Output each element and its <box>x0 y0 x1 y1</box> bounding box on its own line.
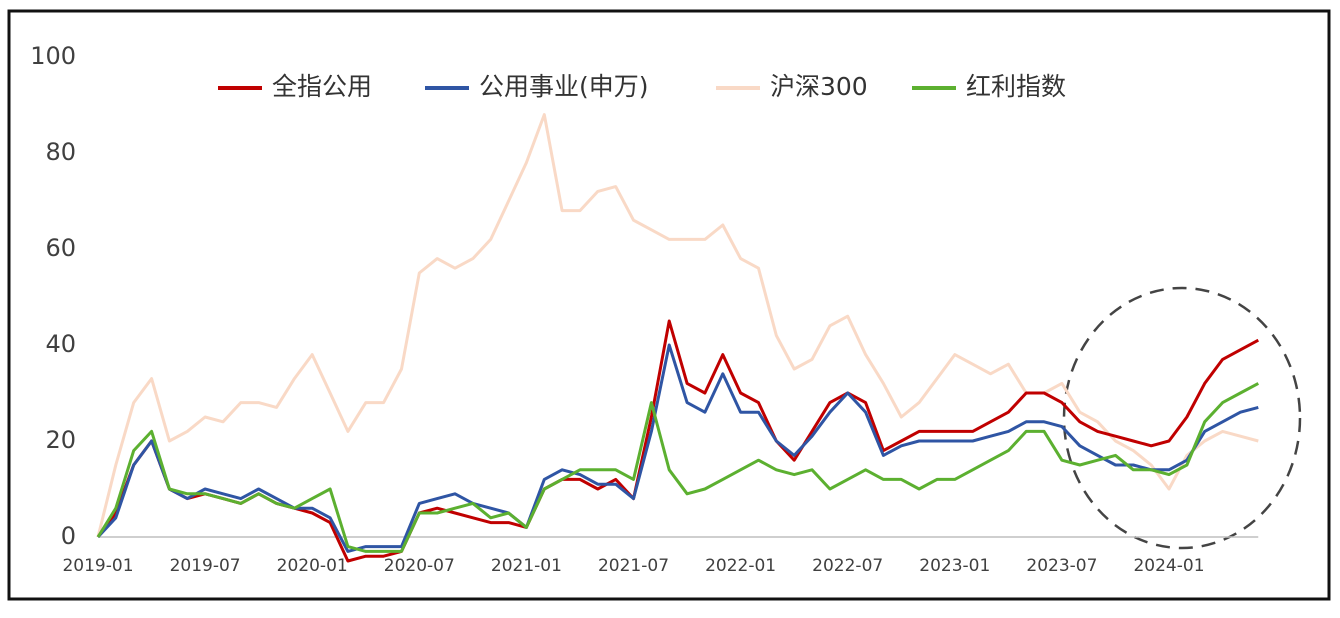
x-tick-label: 2023-01 <box>919 556 990 576</box>
series-line <box>96 319 1260 563</box>
x-tick-label: 2022-01 <box>705 556 776 576</box>
x-tick-label: 2023-07 <box>1026 556 1097 576</box>
highlight-ellipse <box>1062 286 1302 550</box>
series-line <box>96 343 1259 553</box>
x-tick-label: 2020-07 <box>384 556 455 576</box>
y-tick-label: 0 <box>61 522 76 550</box>
legend-label: 红利指数 <box>966 72 1066 101</box>
y-tick-label: 80 <box>45 138 76 166</box>
y-tick-label: 20 <box>45 426 76 454</box>
y-tick-label: 100 <box>30 42 76 70</box>
legend-label: 沪深300 <box>770 72 868 101</box>
series-line <box>96 113 1259 538</box>
x-tick-label: 2021-07 <box>598 556 669 576</box>
y-tick-label: 60 <box>45 234 76 262</box>
x-tick-label: 2019-01 <box>62 556 133 576</box>
legend-label: 公用事业(申万) <box>479 72 649 101</box>
y-tick-label: 40 <box>45 330 76 358</box>
series-line <box>96 382 1260 553</box>
x-tick-label: 2021-01 <box>491 556 562 576</box>
legend-label: 全指公用 <box>272 72 372 101</box>
x-tick-label: 2022-07 <box>812 556 883 576</box>
frame <box>7 9 1331 601</box>
x-tick-label: 2024-01 <box>1133 556 1204 576</box>
x-tick-label: 2019-07 <box>170 556 241 576</box>
x-tick-label: 2020-01 <box>277 556 348 576</box>
